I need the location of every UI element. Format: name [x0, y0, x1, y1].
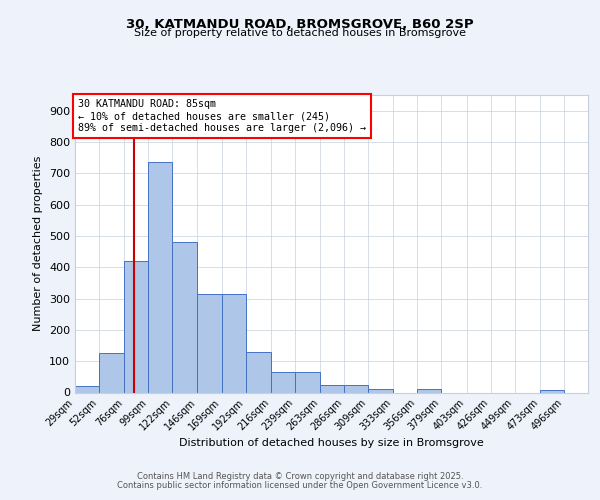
Bar — [320, 384, 344, 392]
Text: Contains public sector information licensed under the Open Government Licence v3: Contains public sector information licen… — [118, 481, 482, 490]
Bar — [221, 294, 245, 392]
Bar — [344, 384, 368, 392]
Bar — [172, 242, 197, 392]
Bar — [418, 390, 442, 392]
Bar — [124, 261, 148, 392]
Bar — [295, 372, 320, 392]
Bar — [368, 390, 393, 392]
Text: 30 KATMANDU ROAD: 85sqm
← 10% of detached houses are smaller (245)
89% of semi-d: 30 KATMANDU ROAD: 85sqm ← 10% of detache… — [77, 100, 365, 132]
Bar — [99, 354, 124, 393]
Bar — [148, 162, 172, 392]
X-axis label: Distribution of detached houses by size in Bromsgrove: Distribution of detached houses by size … — [179, 438, 484, 448]
Bar — [197, 294, 221, 392]
Text: Contains HM Land Registry data © Crown copyright and database right 2025.: Contains HM Land Registry data © Crown c… — [137, 472, 463, 481]
Bar — [245, 352, 271, 393]
Text: Size of property relative to detached houses in Bromsgrove: Size of property relative to detached ho… — [134, 28, 466, 38]
Text: 30, KATMANDU ROAD, BROMSGROVE, B60 2SP: 30, KATMANDU ROAD, BROMSGROVE, B60 2SP — [126, 18, 474, 30]
Y-axis label: Number of detached properties: Number of detached properties — [34, 156, 43, 332]
Bar — [540, 390, 564, 392]
Bar — [271, 372, 295, 392]
Bar — [75, 386, 99, 392]
